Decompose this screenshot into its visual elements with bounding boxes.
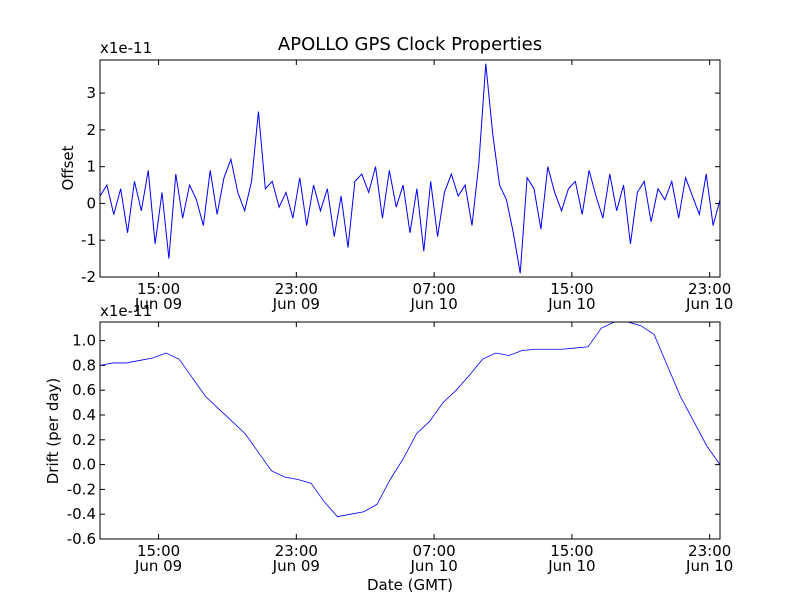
offset-y-axis-label: Offset: [59, 145, 77, 190]
offset-x-tick-time-label: 23:00: [688, 280, 731, 298]
drift-y-tick-label: -0.2: [67, 480, 96, 498]
drift-plot-frame: [99, 321, 721, 540]
drift-y-tick-label: -0.4: [67, 505, 96, 523]
offset-y-tick-label: -1: [81, 231, 96, 249]
offset-multiplier-label: x1e-11: [100, 39, 152, 57]
offset-x-tick-date-label: Jun 09: [272, 295, 320, 313]
offset-x-tick-time-label: 15:00: [550, 280, 593, 298]
drift-x-tick-date-label: Jun 10: [409, 557, 457, 575]
drift-x-axis-label: Date (GMT): [367, 576, 453, 594]
drift-x-tick-time-label: 23:00: [275, 542, 318, 560]
drift-x-tick-time-label: 15:00: [137, 542, 180, 560]
offset-x-tick-time-label: 15:00: [137, 280, 180, 298]
offset-x-tick-date-label: Jun 09: [134, 295, 182, 313]
offset-y-tick-label: 1: [86, 158, 96, 176]
offset-x-tick-date-label: Jun 10: [547, 295, 595, 313]
drift-y-tick-label: -0.6: [67, 530, 96, 548]
drift-x-tick-time-label: 07:00: [412, 542, 455, 560]
drift-panel: x1e-11 Drift (per day) Date (GMT) -0.6-0…: [44, 302, 733, 594]
drift-y-tick-label: 0.0: [72, 456, 96, 474]
drift-multiplier-label: x1e-11: [100, 302, 152, 320]
drift-x-tick-date-label: Jun 09: [272, 557, 320, 575]
drift-series-line: [99, 321, 721, 518]
drift-x-tick-date-label: Jun 09: [134, 557, 182, 575]
offset-y-ticks: -2 -1 0 1 2 3: [81, 84, 720, 286]
drift-x-tick-date-label: Jun 10: [685, 557, 733, 575]
drift-x-tick-time-label: 15:00: [550, 542, 593, 560]
drift-y-ticks: -0.6 -0.4 -0.2 0.0 0.2 0.4 0.6 0.8 1.0: [67, 332, 720, 548]
offset-series-line: [99, 63, 721, 274]
offset-y-tick-label: 2: [86, 121, 96, 139]
drift-y-tick-label: 0.6: [72, 381, 96, 399]
offset-plot-frame: [99, 59, 721, 278]
offset-y-tick-label: 0: [86, 194, 96, 212]
drift-y-tick-label: 0.2: [72, 431, 96, 449]
offset-x-tick-date-label: Jun 10: [685, 295, 733, 313]
drift-x-tick-time-label: 23:00: [688, 542, 731, 560]
drift-y-tick-label: 0.4: [72, 406, 96, 424]
drift-y-axis-label: Drift (per day): [44, 378, 62, 485]
drift-y-tick-label: 0.8: [72, 356, 96, 374]
drift-y-tick-label: 1.0: [72, 332, 96, 350]
offset-x-tick-time-label: 23:00: [275, 280, 318, 298]
offset-x-tick-date-label: Jun 10: [409, 295, 457, 313]
offset-x-tick-time-label: 07:00: [412, 280, 455, 298]
offset-y-tick-label: -2: [81, 268, 96, 286]
drift-x-tick-date-label: Jun 10: [547, 557, 595, 575]
chart-title: APOLLO GPS Clock Properties: [278, 34, 542, 55]
offset-y-tick-label: 3: [86, 84, 96, 102]
